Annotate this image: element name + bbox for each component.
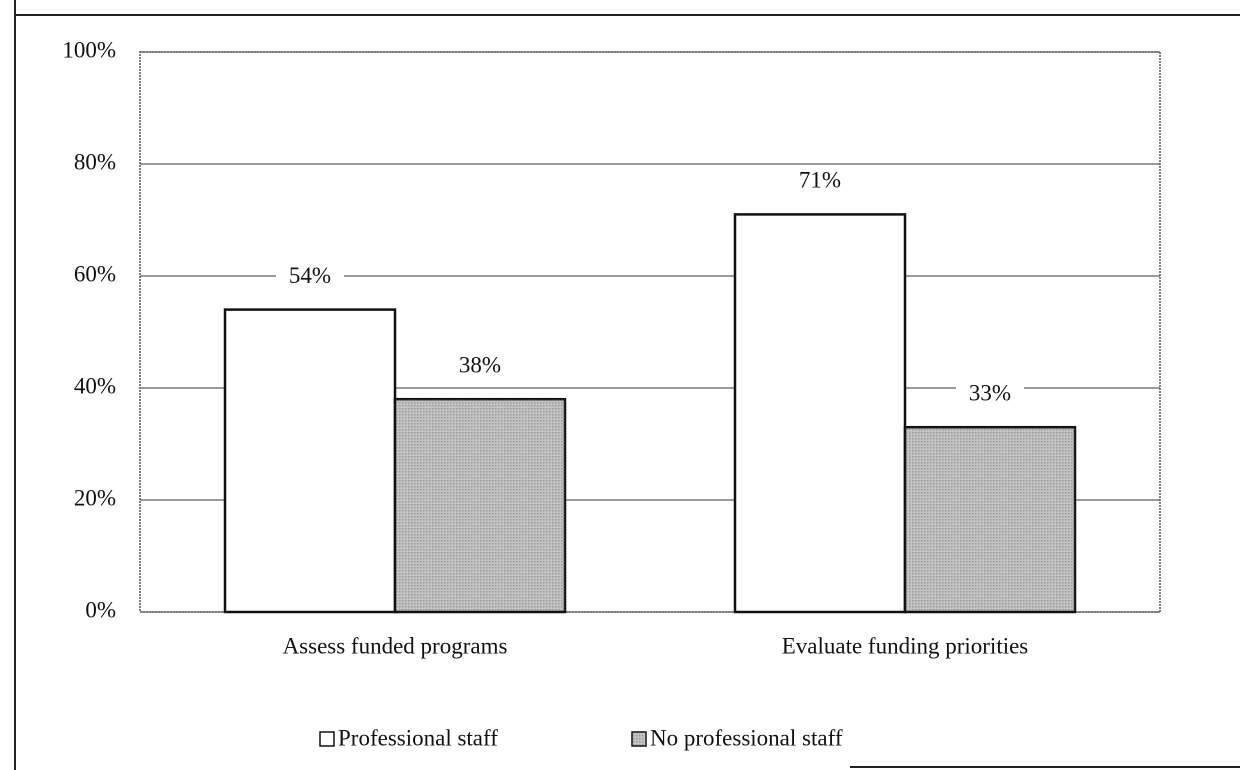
label-bg [786,168,854,197]
label-bg [956,381,1024,410]
data-label: 54% [289,263,331,288]
legend-label: Professional staff [338,725,498,750]
x-tick-label: Evaluate funding priorities [782,633,1029,658]
data-label: 71% [799,168,841,193]
y-tick-label: 40% [74,373,116,398]
data-label: 38% [459,352,501,377]
y-tick-label: 60% [74,261,116,286]
y-tick-label: 80% [74,149,116,174]
bar [733,213,907,614]
bar [903,425,1077,614]
y-tick-label: 20% [74,485,116,510]
legend-label: No professional staff [650,725,843,750]
legend-texture [632,732,646,746]
y-tick-label: 100% [62,37,116,62]
plot-border [139,51,1161,613]
legend-swatch [319,731,335,747]
label-bg [276,263,344,292]
x-tick-label: Assess funded programs [283,633,508,658]
bar [393,397,567,614]
plot-area: 0% 20% 40% 60% 80% 100% Assess funded programs… [62,37,1161,750]
data-label: 33% [969,380,1011,405]
label-bg [446,353,514,382]
bar [223,308,397,614]
y-tick-label: 0% [85,597,116,622]
